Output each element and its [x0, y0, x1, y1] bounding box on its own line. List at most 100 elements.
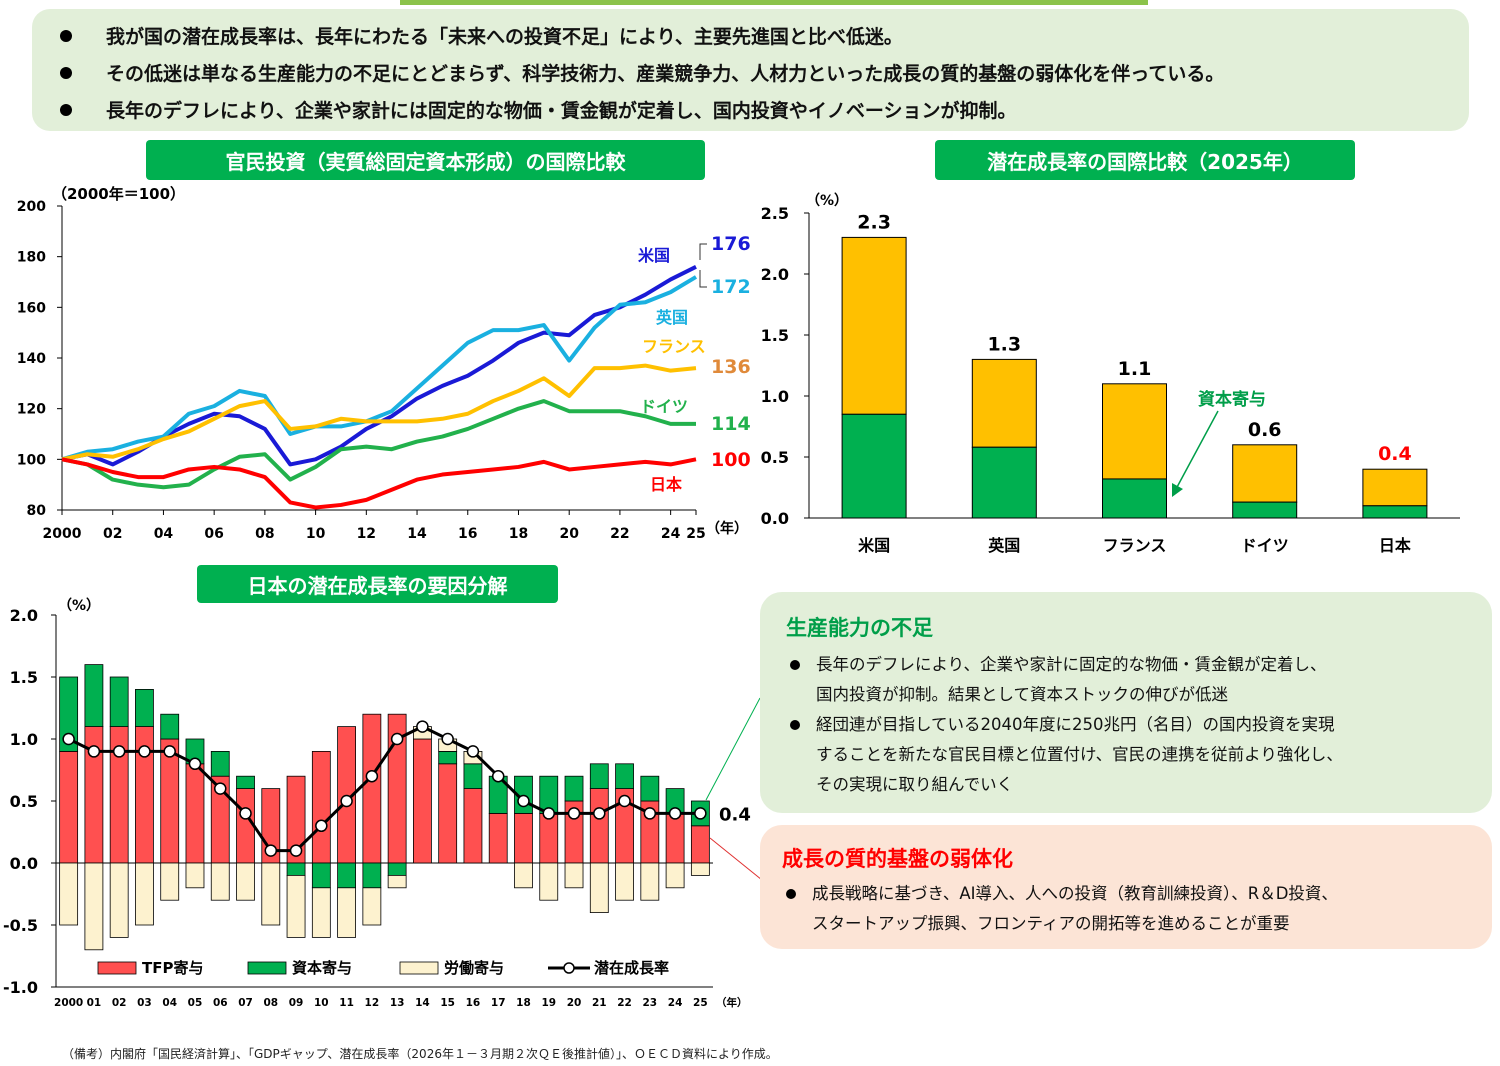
- bar-capital-segment: [59, 676, 79, 752]
- bar-tfp-segment: [311, 750, 331, 864]
- bar-labor-segment: [135, 862, 154, 926]
- quality-base-box: 成長の質的基盤の弱体化 成長戦略に基づき、AI導入、人への投資（教育訓練投資）、…: [760, 825, 1492, 949]
- y-tick-label: 0.0: [761, 509, 789, 528]
- x-tick-label: 18: [509, 526, 528, 542]
- supply-bullet: 経団連が目指している2040年度に250兆円（名目）の国内投資を実現 することを新…: [786, 710, 1492, 800]
- decomposition-chart-title: 日本の潜在成長率の要因分解: [197, 565, 558, 603]
- bar-tfp-segment: [539, 812, 559, 864]
- bar-capital-segment: [135, 689, 154, 728]
- x-tick-label: 22: [610, 526, 629, 542]
- bar-total-label: 2.3: [857, 211, 891, 233]
- quality-line: 成長戦略に基づき、AI導入、人への投資（教育訓練投資）、R＆D投資、: [812, 884, 1338, 903]
- bar-labor-segment: [59, 862, 79, 926]
- x-tick-label: 13: [390, 997, 405, 1009]
- potential-growth-point: [365, 769, 379, 783]
- annotation-arrow-head: [1172, 483, 1183, 497]
- bar-capital-segment: [1102, 478, 1167, 519]
- y-axis-unit: （%）: [806, 193, 848, 209]
- x-axis-unit: （年）: [706, 520, 748, 537]
- potential-growth-point: [517, 794, 530, 808]
- x-tick-label: 04: [162, 997, 177, 1009]
- bar-labor-segment: [514, 862, 533, 889]
- potential-growth-point: [112, 745, 126, 758]
- x-axis-unit: （年）: [716, 996, 748, 1009]
- potential-growth-point: [289, 844, 303, 857]
- x-tick-label: 01: [87, 997, 102, 1009]
- bar-tfp-segment: [514, 812, 533, 864]
- growth-chart-title: 潜在成長率の国際比較（2025年）: [935, 140, 1355, 180]
- end-value-label: 0.4: [719, 804, 751, 825]
- potential-growth-point: [694, 807, 707, 820]
- bar-tfp-segment: [236, 788, 255, 864]
- series-name: 米国: [638, 246, 670, 265]
- bar-capital-segment: [971, 446, 1037, 519]
- potential-growth-point: [416, 720, 429, 733]
- category-label: 日本: [1379, 536, 1411, 555]
- bar-labor-segment: [185, 862, 205, 889]
- bar-capital-segment: [84, 664, 104, 727]
- x-tick-label: 07: [238, 997, 253, 1009]
- bar-labor-segment: [589, 862, 609, 913]
- summary-text: その低迷は単なる生産能力の不足にとどまらず、科学技術力、産業競争力、人材力といっ…: [106, 63, 1225, 85]
- bar-tfp-segment: [665, 812, 685, 864]
- bar-labor-segment: [261, 862, 281, 926]
- bar-capital-segment: [109, 676, 129, 727]
- quality-line: スタートアップ振興、フロンティアの開拓等を進めることが重要: [812, 914, 1290, 933]
- potential-growth-point: [567, 807, 581, 820]
- legend-labor-swatch: [399, 961, 439, 975]
- bar-labor-segment: [160, 862, 180, 901]
- x-tick-label: 21: [592, 997, 607, 1009]
- x-tick-label: 09: [289, 997, 304, 1009]
- connector-line-green: [705, 697, 761, 801]
- series-line: [61, 457, 697, 510]
- bar-labor-segment: [84, 862, 104, 951]
- series-name: フランス: [642, 337, 706, 356]
- decomposition-bar-chart: -1.0 -0.5 0.0 0.5 1.0 1.5 2.0 （%） 2000 01 02 03 04 05…: [3, 598, 763, 1009]
- bullet-dot: [60, 103, 72, 116]
- x-tick-label: 17: [491, 997, 506, 1009]
- series-end-value: 176: [711, 233, 751, 255]
- y-axis-unit: （2000年＝100）: [52, 185, 185, 203]
- x-tick-label: 22: [617, 997, 632, 1009]
- potential-growth-point: [593, 807, 606, 820]
- bar-other-segment: [1362, 468, 1428, 507]
- y-axis-unit: （%）: [58, 598, 100, 614]
- summary-panel: 我が国の潜在成長率は、長年にわたる「未来への投資不足」により、主要先進国と比べ低…: [32, 9, 1469, 131]
- bar-total-label: 1.1: [1118, 358, 1152, 380]
- series-line: [61, 275, 698, 462]
- investment-line-chart: 80 100 120 140 160 180 200 2000 02 04 06 08 10 12 14 16…: [17, 185, 751, 542]
- series-name: 日本: [650, 475, 682, 494]
- bar-capital-segment: [640, 775, 660, 802]
- bar-labor-segment: [337, 887, 356, 938]
- bar-total-label: 0.6: [1248, 419, 1282, 441]
- bar-capital-segment: [286, 862, 306, 876]
- bar-tfp-segment: [488, 812, 508, 864]
- bar-labor-segment: [362, 887, 382, 926]
- bar-capital-segment: [210, 750, 230, 777]
- bar-capital-segment: [438, 750, 458, 765]
- bar-labor-segment: [286, 874, 306, 938]
- growth-bar-chart: 0.0 0.5 1.0 1.5 2.0 2.5 （%） 2.3 米国 1.3 英国 1.1 フランス 0.…: [761, 193, 1460, 555]
- legend-potential-marker: [563, 962, 575, 974]
- x-tick-label: 14: [415, 997, 430, 1009]
- bar-capital-segment: [589, 763, 609, 790]
- potential-growth-point: [390, 732, 404, 746]
- supply-bullet: 長年のデフレにより、企業や家計に固定的な物価・賃金観が定着し、 国内投資が抑制。結…: [786, 650, 1492, 710]
- bar-total-label: 1.3: [987, 333, 1021, 355]
- bar-capital-segment: [160, 713, 180, 740]
- x-tick-label: 10: [306, 526, 326, 542]
- potential-growth-point: [163, 745, 176, 758]
- bar-tfp-segment: [362, 713, 382, 864]
- bar-other-segment: [1102, 383, 1167, 480]
- bar-other-segment: [971, 358, 1037, 448]
- bar-capital-segment: [564, 775, 584, 802]
- x-tick-label: 16: [466, 997, 481, 1009]
- bar-labor-segment: [387, 874, 407, 889]
- x-tick-label: 14: [407, 526, 427, 542]
- x-tick-label: 23: [643, 997, 658, 1009]
- potential-growth-point: [62, 732, 75, 746]
- bar-tfp-segment: [463, 788, 483, 864]
- source-note: （備考）内閣府「国民経済計算」、「GDPギャップ、潜在成長率（2026年１－３月…: [62, 1047, 778, 1061]
- potential-growth-point: [315, 819, 328, 833]
- series-end-value: 172: [711, 276, 751, 298]
